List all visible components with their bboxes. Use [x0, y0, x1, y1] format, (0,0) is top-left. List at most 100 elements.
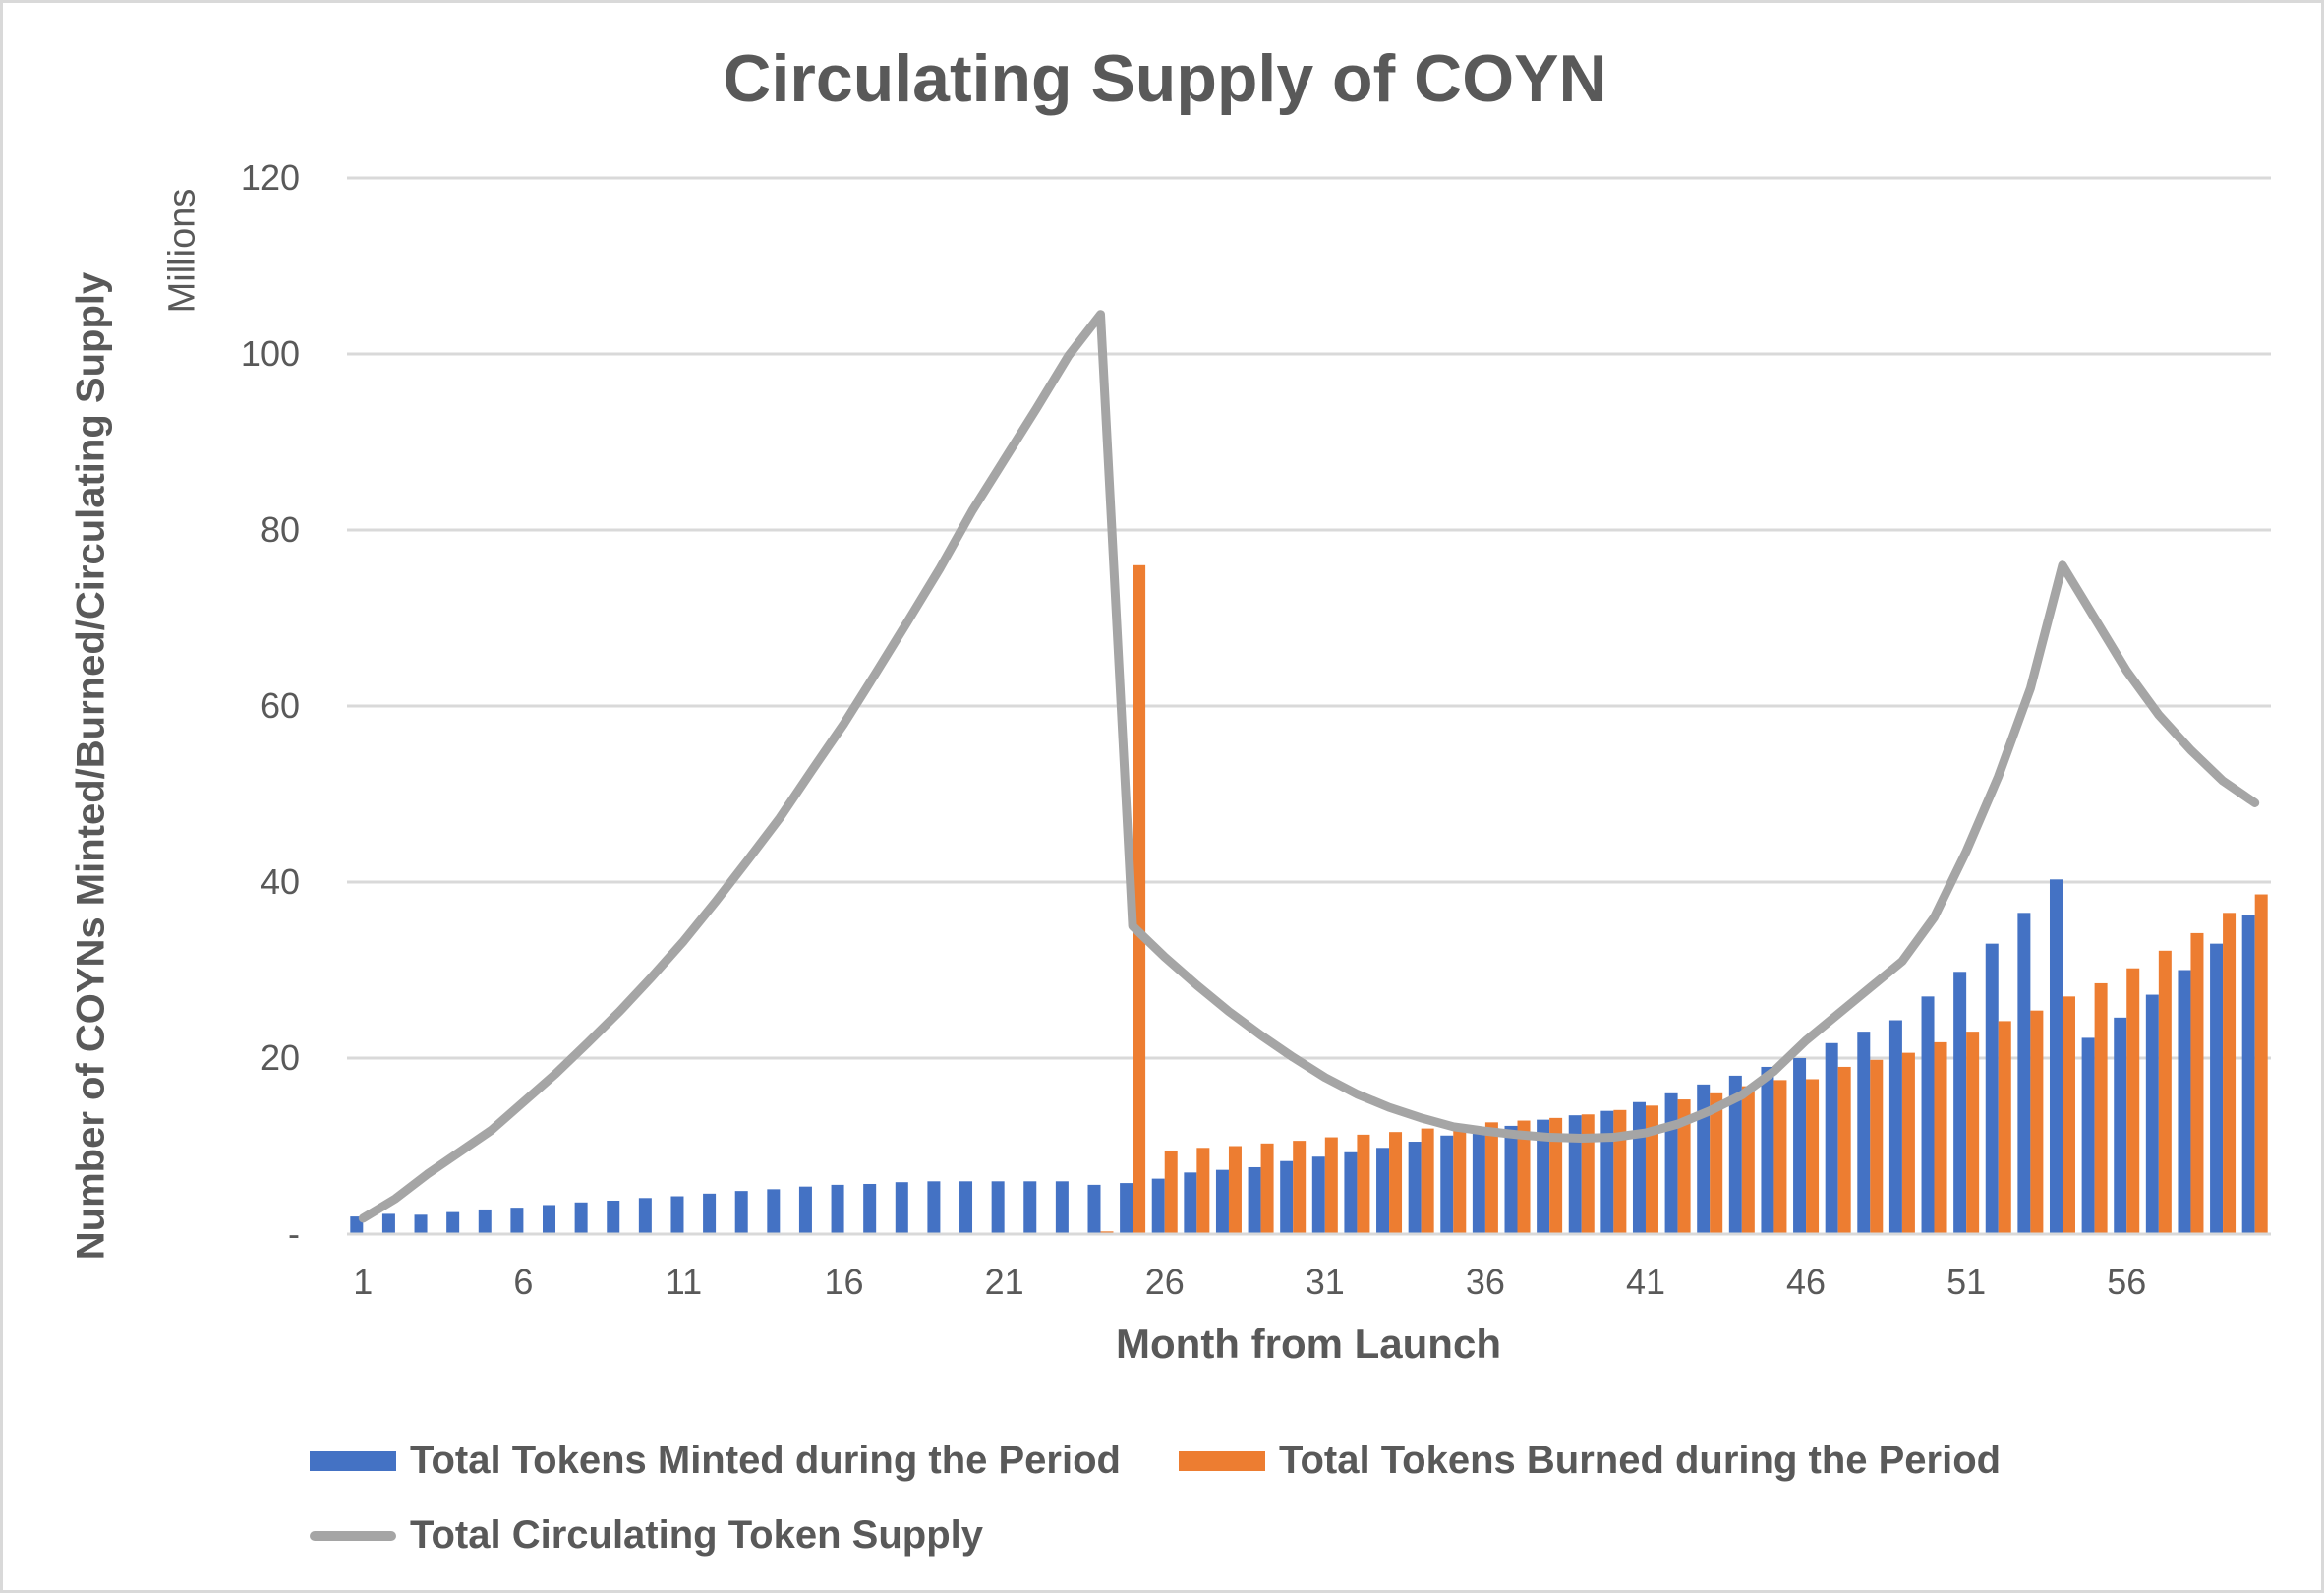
bar-minted [414, 1214, 428, 1234]
bar-minted [2081, 1037, 2095, 1234]
bar-minted [1568, 1115, 1582, 1234]
bar-burned [1710, 1092, 1723, 1234]
bar-minted [381, 1213, 395, 1234]
bar-burned [1164, 1150, 1178, 1234]
bar-burned [1324, 1137, 1338, 1234]
bar-minted [1087, 1184, 1101, 1234]
legend-label-minted: Total Tokens Minted during the Period [410, 1439, 1121, 1482]
bar-minted [927, 1181, 941, 1234]
x-tick-label: 41 [1626, 1262, 1665, 1302]
legend-label-supply: Total Circulating Token Supply [410, 1513, 983, 1557]
bar-minted [1600, 1110, 1614, 1234]
legend-swatch-burned [1179, 1450, 1265, 1471]
bar-minted [1985, 943, 1999, 1234]
bar-burned [1645, 1105, 1658, 1234]
bar-minted [1055, 1181, 1069, 1234]
bar-minted [831, 1184, 844, 1234]
bar-minted [638, 1198, 652, 1234]
x-tick-label: 26 [1145, 1262, 1185, 1302]
y-tick-label: - [288, 1213, 300, 1254]
y-tick-label: 40 [261, 861, 300, 902]
bar-burned [2254, 894, 2268, 1234]
bar-minted [446, 1211, 460, 1234]
x-tick-label: 51 [1946, 1262, 1986, 1302]
legend-item-supply: Total Circulating Token Supply [310, 1513, 983, 1558]
chart-title: Circulating Supply of COYN [723, 41, 1607, 116]
legend-label-burned: Total Tokens Burned during the Period [1279, 1439, 2002, 1482]
bar-burned [1966, 1032, 1980, 1234]
bar-minted [895, 1182, 908, 1234]
bar-burned [1773, 1080, 1787, 1234]
x-tick-label: 46 [1786, 1262, 1826, 1302]
bar-minted [2145, 994, 2159, 1234]
bar-minted [703, 1193, 717, 1234]
legend-swatch-supply [310, 1530, 396, 1541]
bar-burned [1549, 1117, 1563, 1234]
bar-burned [2190, 932, 2204, 1234]
bar-minted [1921, 996, 1935, 1234]
bar-burned [1613, 1109, 1627, 1234]
bar-burned [1421, 1128, 1434, 1234]
x-tick-label: 11 [666, 1262, 702, 1302]
bar-minted [1023, 1181, 1037, 1234]
bar-burned [2158, 950, 2172, 1234]
bar-minted [478, 1209, 492, 1234]
bar-minted [863, 1183, 877, 1234]
bar-minted [767, 1189, 781, 1234]
bar-minted [798, 1186, 812, 1234]
bar-burned [2062, 996, 2075, 1234]
bar-minted [1888, 1020, 1902, 1234]
bar-minted [1632, 1101, 1646, 1234]
bar-minted [2210, 943, 2224, 1234]
bar-minted [959, 1181, 973, 1234]
x-tick-label: 1 [353, 1262, 373, 1302]
bar-minted [574, 1202, 588, 1234]
bar-burned [1998, 1021, 2011, 1234]
bar-minted [1376, 1148, 1390, 1234]
bar-minted [1184, 1172, 1197, 1234]
bar-burned [1517, 1120, 1531, 1234]
bar-burned [1357, 1134, 1370, 1234]
bar-minted [607, 1200, 620, 1234]
y-tick-label: 80 [261, 509, 300, 550]
bar-burned [1806, 1079, 1820, 1234]
bar-minted [543, 1205, 556, 1234]
bar-minted [1664, 1092, 1678, 1234]
bar-minted [1537, 1119, 1550, 1234]
bar-burned [1677, 1099, 1691, 1234]
bar-burned [1133, 564, 1146, 1234]
bar-minted [510, 1208, 524, 1234]
bar-burned [1901, 1052, 1915, 1234]
bar-burned [1260, 1143, 1274, 1234]
legend-item-burned: Total Tokens Burned during the Period [1179, 1439, 2001, 1483]
bar-burned [2030, 1010, 2044, 1234]
bar-minted [2178, 970, 2191, 1234]
bar-minted [1440, 1135, 1454, 1234]
bar-minted [1697, 1084, 1711, 1234]
legend-swatch-minted [310, 1450, 396, 1471]
y-tick-label: 100 [241, 333, 300, 374]
bar-minted [1728, 1075, 1742, 1234]
bar-minted [1793, 1058, 1807, 1234]
bar-burned [1741, 1086, 1755, 1234]
bar-burned [1196, 1148, 1210, 1234]
bar-minted [670, 1196, 684, 1234]
bar-minted [1311, 1156, 1325, 1234]
bar-minted [734, 1191, 748, 1234]
bar-minted [2114, 1017, 2127, 1234]
bar-burned [2126, 968, 2140, 1234]
bar-burned [1870, 1059, 1884, 1234]
line-circulating-supply [358, 310, 2260, 1223]
bar-burned [2094, 982, 2108, 1234]
bar-minted [1344, 1151, 1358, 1234]
legend-item-minted: Total Tokens Minted during the Period [310, 1439, 1121, 1483]
y-tick-label: 120 [241, 157, 300, 198]
bar-burned [2223, 913, 2237, 1234]
x-tick-label: 6 [513, 1262, 533, 1302]
y-tick-label: 20 [261, 1037, 300, 1078]
x-axis-title: Month from Launch [1116, 1321, 1501, 1367]
x-tick-label: 31 [1306, 1262, 1345, 1302]
bar-minted [1472, 1130, 1485, 1234]
bar-minted [1761, 1066, 1774, 1234]
